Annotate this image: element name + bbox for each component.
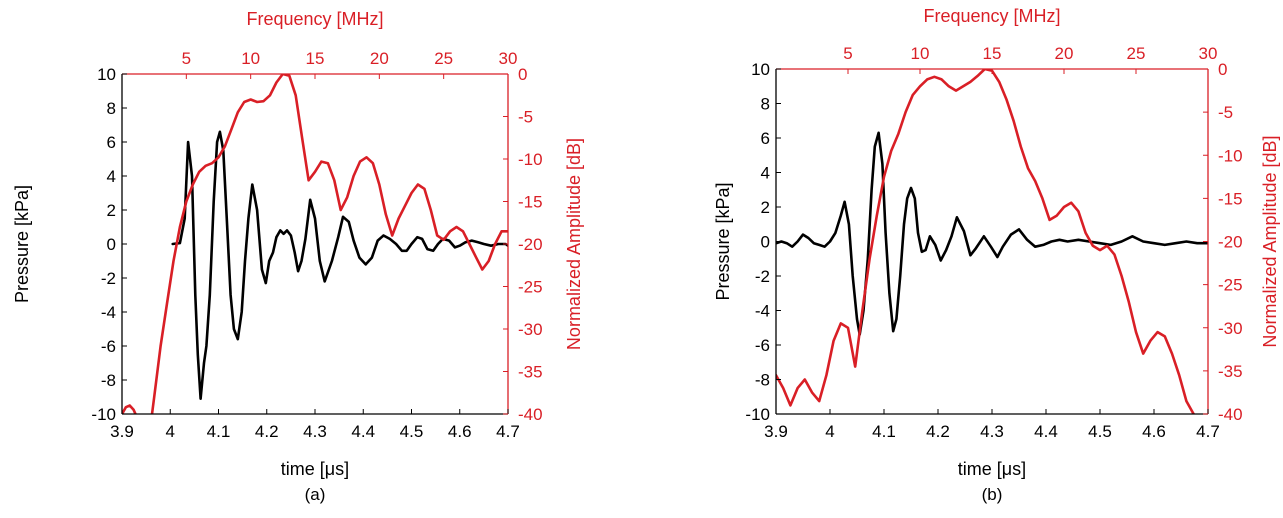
x-tick-label: 4.7 <box>1196 422 1220 441</box>
x2-tick-label: 20 <box>370 49 389 68</box>
y2-tick-label: -20 <box>518 235 543 254</box>
y2-tick-label: -25 <box>518 278 543 297</box>
y2-tick-label: -10 <box>1218 146 1243 165</box>
x-tick-label: 4.4 <box>351 422 375 441</box>
x-tick-label: 4.3 <box>980 422 1004 441</box>
y-tick-label: 4 <box>107 167 116 186</box>
x-tick-label: 4.2 <box>926 422 950 441</box>
x2-tick-label: 10 <box>241 49 260 68</box>
x2-axis-title: Frequency [MHz] <box>246 9 383 29</box>
y-tick-label: 10 <box>97 65 116 84</box>
x-tick-label: 3.9 <box>764 422 788 441</box>
y2-tick-label: -5 <box>518 108 533 127</box>
x-tick-label: 4.6 <box>448 422 472 441</box>
y-tick-label: 8 <box>761 95 770 114</box>
spectrum-series-line <box>122 74 508 414</box>
pressure-series-line <box>776 131 1208 336</box>
y2-tick-label: -15 <box>1218 189 1243 208</box>
y2-tick-label: 0 <box>518 65 527 84</box>
y2-tick-label: -30 <box>1218 319 1243 338</box>
panel-caption: (a) <box>305 485 326 504</box>
y-tick-label: 2 <box>761 198 770 217</box>
x2-tick-label: 25 <box>434 49 453 68</box>
x-tick-label: 3.9 <box>110 422 134 441</box>
x-tick-label: 4.5 <box>1088 422 1112 441</box>
x2-tick-label: 25 <box>1127 44 1146 63</box>
y-tick-label: -2 <box>101 269 116 288</box>
y-tick-label: 4 <box>761 164 770 183</box>
x2-tick-label: 30 <box>1199 44 1218 63</box>
y-axis-title: Pressure [kPa] <box>713 182 733 300</box>
x2-tick-label: 5 <box>843 44 852 63</box>
x2-axis-title: Frequency [MHz] <box>923 6 1060 26</box>
y2-tick-label: -20 <box>1218 233 1243 252</box>
y-tick-label: -10 <box>745 405 770 424</box>
x-tick-label: 4.7 <box>496 422 520 441</box>
chart-panel-a: 3.9 4 4.1 4.2 4.3 4.4 4.5 4.6 4.7-10-8-6-4-20246… <box>12 9 584 504</box>
y-tick-label: 2 <box>107 201 116 220</box>
y-tick-label: 10 <box>751 60 770 79</box>
y2-tick-label: -35 <box>1218 362 1243 381</box>
x2-tick-label: 5 <box>182 49 191 68</box>
x2-tick-label: 30 <box>499 49 518 68</box>
y2-tick-label: -25 <box>1218 276 1243 295</box>
x-axis-title: time [μs] <box>281 459 349 479</box>
x2-tick-label: 15 <box>306 49 325 68</box>
pressure-series-line <box>171 130 508 401</box>
y2-tick-label: -10 <box>518 150 543 169</box>
x-tick-label: 4 <box>166 422 175 441</box>
y-tick-label: 0 <box>761 233 770 252</box>
x-tick-label: 4.5 <box>400 422 424 441</box>
y-axis-title: Pressure [kPa] <box>12 185 32 303</box>
y2-tick-label: -40 <box>518 405 543 424</box>
y2-tick-label: 0 <box>1218 60 1227 79</box>
x2-tick-label: 20 <box>1055 44 1074 63</box>
x2-tick-label: 15 <box>983 44 1002 63</box>
y-tick-label: -6 <box>101 337 116 356</box>
y-tick-label: -4 <box>755 302 770 321</box>
y-tick-label: -8 <box>755 371 770 390</box>
x2-tick-label: 10 <box>911 44 930 63</box>
y2-axis-title: Normalized Amplitude [dB] <box>1260 135 1280 347</box>
x-axis-title: time [μs] <box>958 459 1026 479</box>
spectrum-series-line <box>776 69 1196 414</box>
plot-area <box>122 74 508 414</box>
y-tick-label: 0 <box>107 235 116 254</box>
y2-tick-label: -35 <box>518 363 543 382</box>
x-tick-label: 4.4 <box>1034 422 1058 441</box>
x-tick-label: 4.1 <box>207 422 231 441</box>
x-tick-label: 4.1 <box>872 422 896 441</box>
x-tick-label: 4.2 <box>255 422 279 441</box>
y-tick-label: -8 <box>101 371 116 390</box>
plot-area <box>776 69 1208 414</box>
y-tick-label: 8 <box>107 99 116 118</box>
y2-tick-label: -40 <box>1218 405 1243 424</box>
y-tick-label: -10 <box>91 405 116 424</box>
y2-tick-label: -5 <box>1218 103 1233 122</box>
y-tick-label: 6 <box>761 129 770 148</box>
y-tick-label: -4 <box>101 303 116 322</box>
x-tick-label: 4 <box>825 422 834 441</box>
y-tick-label: -6 <box>755 336 770 355</box>
x-tick-label: 4.6 <box>1142 422 1166 441</box>
x-tick-label: 4.3 <box>303 422 327 441</box>
y2-axis-title: Normalized Amplitude [dB] <box>564 138 584 350</box>
chart-panel-b: 3.9 4 4.1 4.2 4.3 4.4 4.5 4.6 4.7-10-8-6-4-20246… <box>713 6 1280 504</box>
y-tick-label: 6 <box>107 133 116 152</box>
y2-tick-label: -15 <box>518 193 543 212</box>
panel-caption: (b) <box>982 485 1003 504</box>
y-tick-label: -2 <box>755 267 770 286</box>
y2-tick-label: -30 <box>518 320 543 339</box>
